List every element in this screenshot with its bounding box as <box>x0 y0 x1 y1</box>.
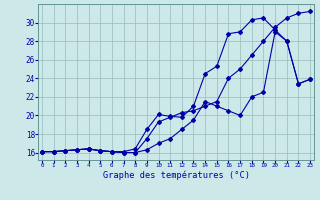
X-axis label: Graphe des températures (°C): Graphe des températures (°C) <box>102 171 250 180</box>
